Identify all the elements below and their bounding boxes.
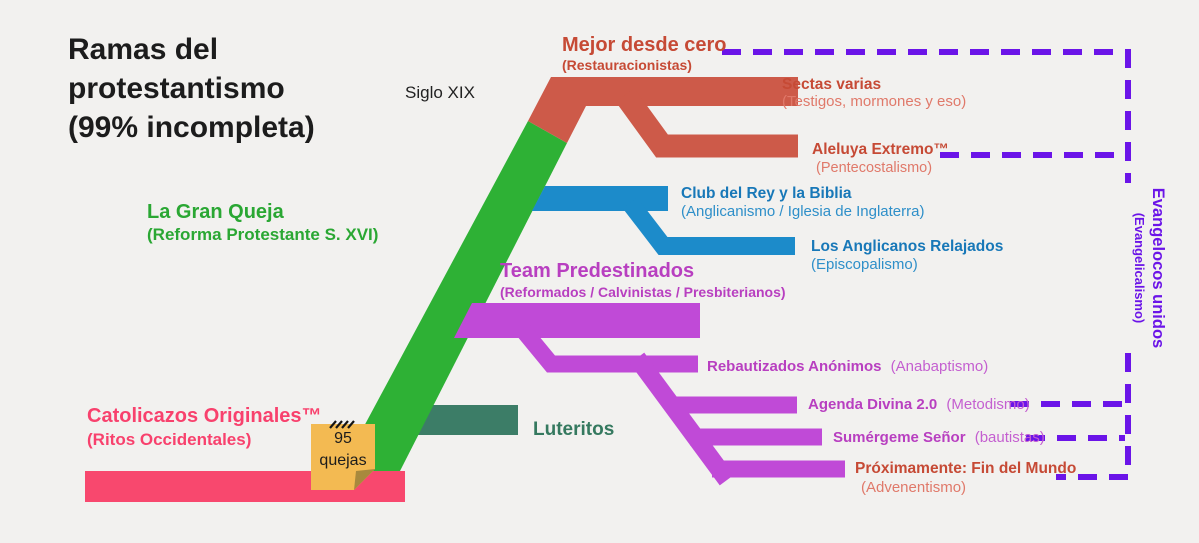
reformed-sublabel: (Reformados / Calvinistas / Presbiterian… bbox=[500, 284, 786, 300]
evangelical-bracket-lines bbox=[722, 49, 1131, 480]
sects-label: Sectas varias bbox=[782, 76, 882, 93]
pentecostal-subbranch-bar bbox=[615, 88, 798, 158]
sticky-note-line2: quejas bbox=[319, 451, 367, 469]
sects-sublabel: (Testigos, mormones y eso) bbox=[782, 93, 967, 110]
reformed-label: Team Predestinados bbox=[500, 260, 695, 282]
anglican-label: Club del Rey y la Biblia bbox=[681, 185, 852, 202]
reformed-subbranch-spine bbox=[629, 352, 735, 486]
protestant-trunk bbox=[340, 121, 567, 471]
anglican-branch-bar bbox=[532, 186, 668, 211]
adventist-label: Próximamente: Fin del Mundo bbox=[855, 460, 1077, 477]
episcopal-sublabel: (Episcopalismo) bbox=[811, 256, 918, 273]
catholic-root-sublabel: (Ritos Occidentales) bbox=[87, 430, 252, 449]
anglican-sublabel: (Anglicanismo / Iglesia de Inglaterra) bbox=[681, 203, 925, 220]
evangelical-sublabel: (Evangelicalismo) bbox=[1132, 212, 1148, 324]
sticky-note-tape bbox=[329, 420, 355, 429]
methodist-sublabel: (Metodismo) bbox=[946, 396, 1030, 413]
evangelical-bracket-label-group: Evangelocos unidos (Evangelicalismo) bbox=[1108, 158, 1168, 378]
lutheran-label: Luteritos bbox=[533, 419, 615, 440]
era-label: Siglo XIX bbox=[405, 83, 475, 102]
anabaptist-sublabel: (Anabaptismo) bbox=[890, 358, 989, 375]
reformed-branch-bar bbox=[454, 303, 700, 338]
adventist-sublabel: (Advenentismo) bbox=[861, 479, 967, 496]
restorationists-label: Mejor desde cero bbox=[562, 34, 727, 56]
bracket-bottom-elbow bbox=[1056, 353, 1131, 480]
baptist-label-row: Sumérgeme Señor (bautistas) bbox=[833, 429, 1045, 448]
trunk-sublabel: (Reforma Protestante S. XVI) bbox=[147, 225, 379, 244]
bracket-top-elbow bbox=[722, 49, 1131, 183]
pentecostal-sublabel: (Pentecostalismo) bbox=[816, 160, 933, 176]
methodist-label: Agenda Divina 2.0 bbox=[808, 396, 938, 413]
episcopal-label: Los Anglicanos Relajados bbox=[811, 238, 1004, 255]
restorationist-branch-bar bbox=[528, 77, 798, 143]
pentecostal-label: Aleluya Extremo™ bbox=[812, 141, 949, 158]
catholic-root-label: Catolicazos Originales™ bbox=[87, 405, 322, 427]
anabaptist-label: Rebautizados Anónimos bbox=[707, 358, 882, 375]
trunk-label: La Gran Queja bbox=[147, 201, 284, 223]
anabaptist-label-row: Rebautizados Anónimos (Anabaptismo) bbox=[707, 358, 988, 377]
episcopal-subbranch-bar bbox=[622, 197, 795, 255]
evangelical-label: Evangelocos unidos bbox=[1149, 187, 1167, 349]
baptist-sublabel: (bautistas) bbox=[974, 429, 1045, 446]
methodist-label-row: Agenda Divina 2.0 (Metodismo) bbox=[808, 396, 1030, 415]
baptist-label: Sumérgeme Señor bbox=[833, 429, 966, 446]
sticky-note-text: 95 quejas bbox=[311, 428, 375, 471]
restorationists-sublabel: (Restauracionistas) bbox=[562, 57, 692, 73]
sticky-note-fold bbox=[354, 469, 375, 490]
sticky-note bbox=[311, 420, 375, 490]
page-title: Ramas del protestantismo (99% incompleta… bbox=[68, 33, 315, 144]
sticky-note-line1: 95 bbox=[334, 430, 352, 447]
